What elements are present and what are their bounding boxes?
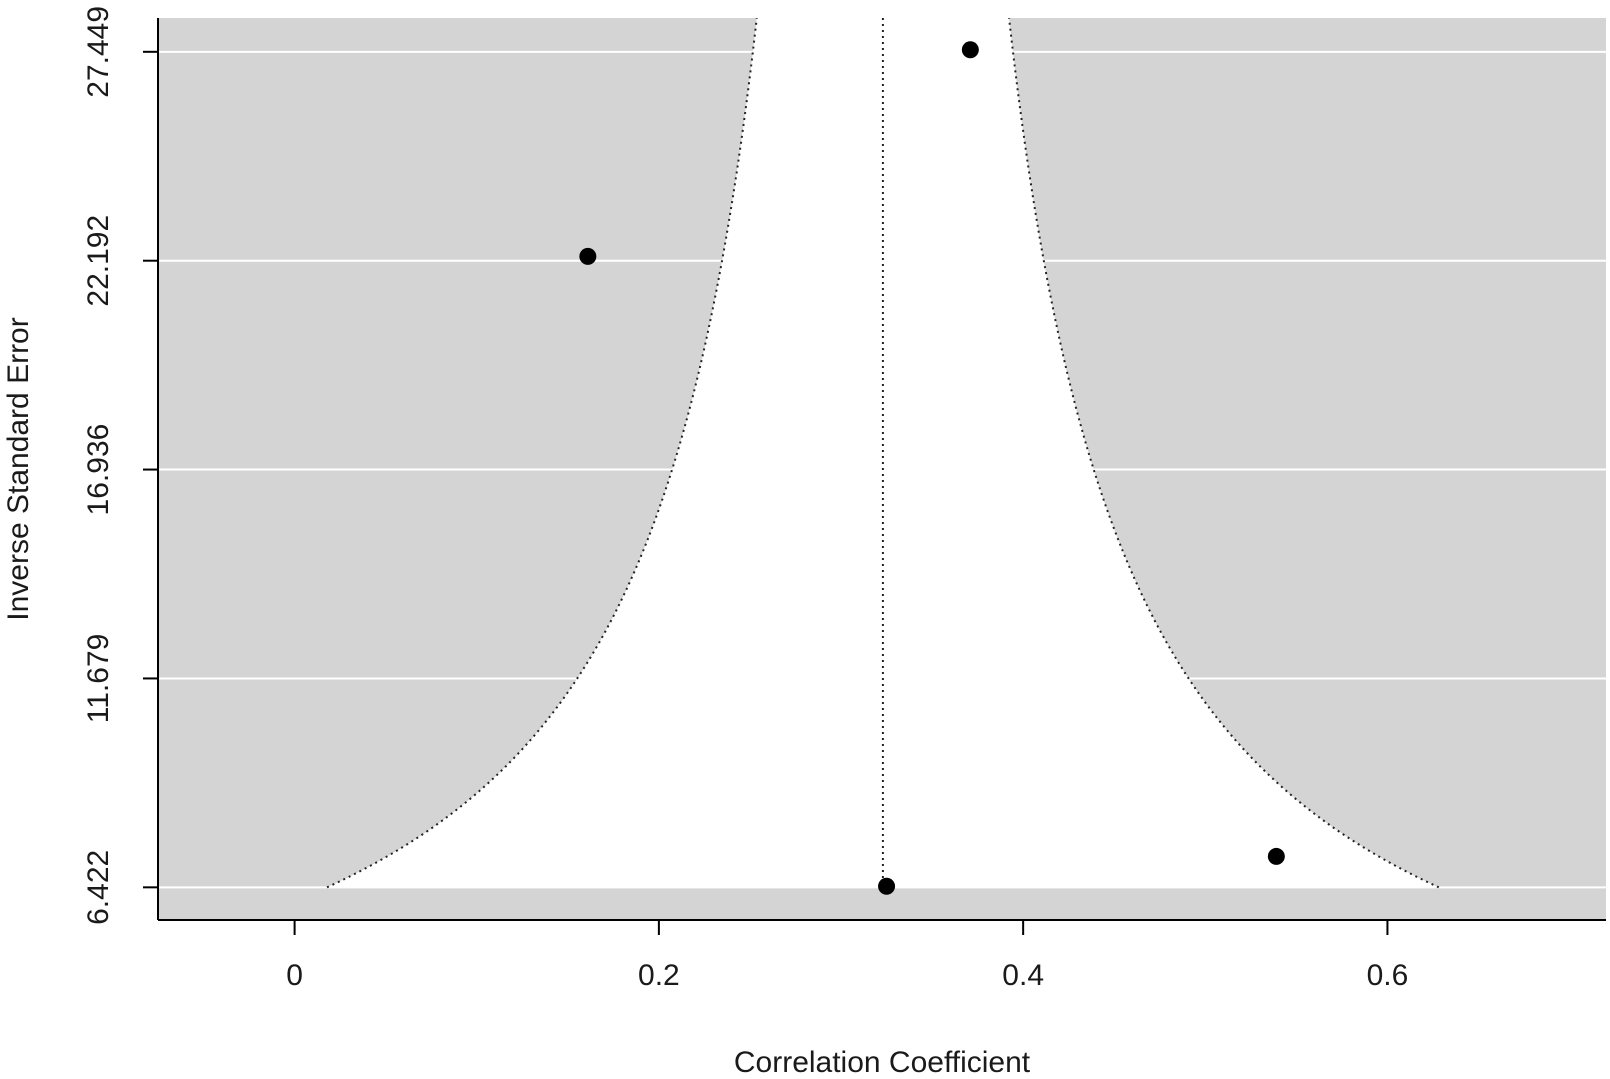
y-tick-label-0: 6.422 bbox=[82, 850, 115, 925]
funnel-region bbox=[327, 18, 1439, 888]
data-point-1 bbox=[579, 247, 597, 265]
x-tick-label-2: 0.4 bbox=[1002, 959, 1044, 992]
y-tick-label-4: 27.449 bbox=[82, 6, 115, 98]
x-tick-label-0: 0 bbox=[286, 959, 303, 992]
data-point-3 bbox=[878, 877, 896, 895]
y-tick-label-2: 16.936 bbox=[82, 424, 115, 516]
y-tick-label-3: 22.192 bbox=[82, 215, 115, 307]
y-axis-title: Inverse Standard Error bbox=[2, 317, 35, 620]
x-axis-title: Correlation Coefficient bbox=[734, 1046, 1031, 1079]
x-tick-label-1: 0.2 bbox=[638, 959, 680, 992]
data-point-4 bbox=[1267, 847, 1285, 865]
data-point-2 bbox=[961, 41, 979, 59]
x-tick-label-3: 0.6 bbox=[1367, 959, 1409, 992]
plot-area bbox=[158, 18, 1606, 920]
axes: 0 0.2 0.4 0.6 6.422 11.679 16.936 22.192 27.449 bbox=[82, 6, 1606, 992]
y-tick-label-1: 11.679 bbox=[82, 634, 115, 724]
